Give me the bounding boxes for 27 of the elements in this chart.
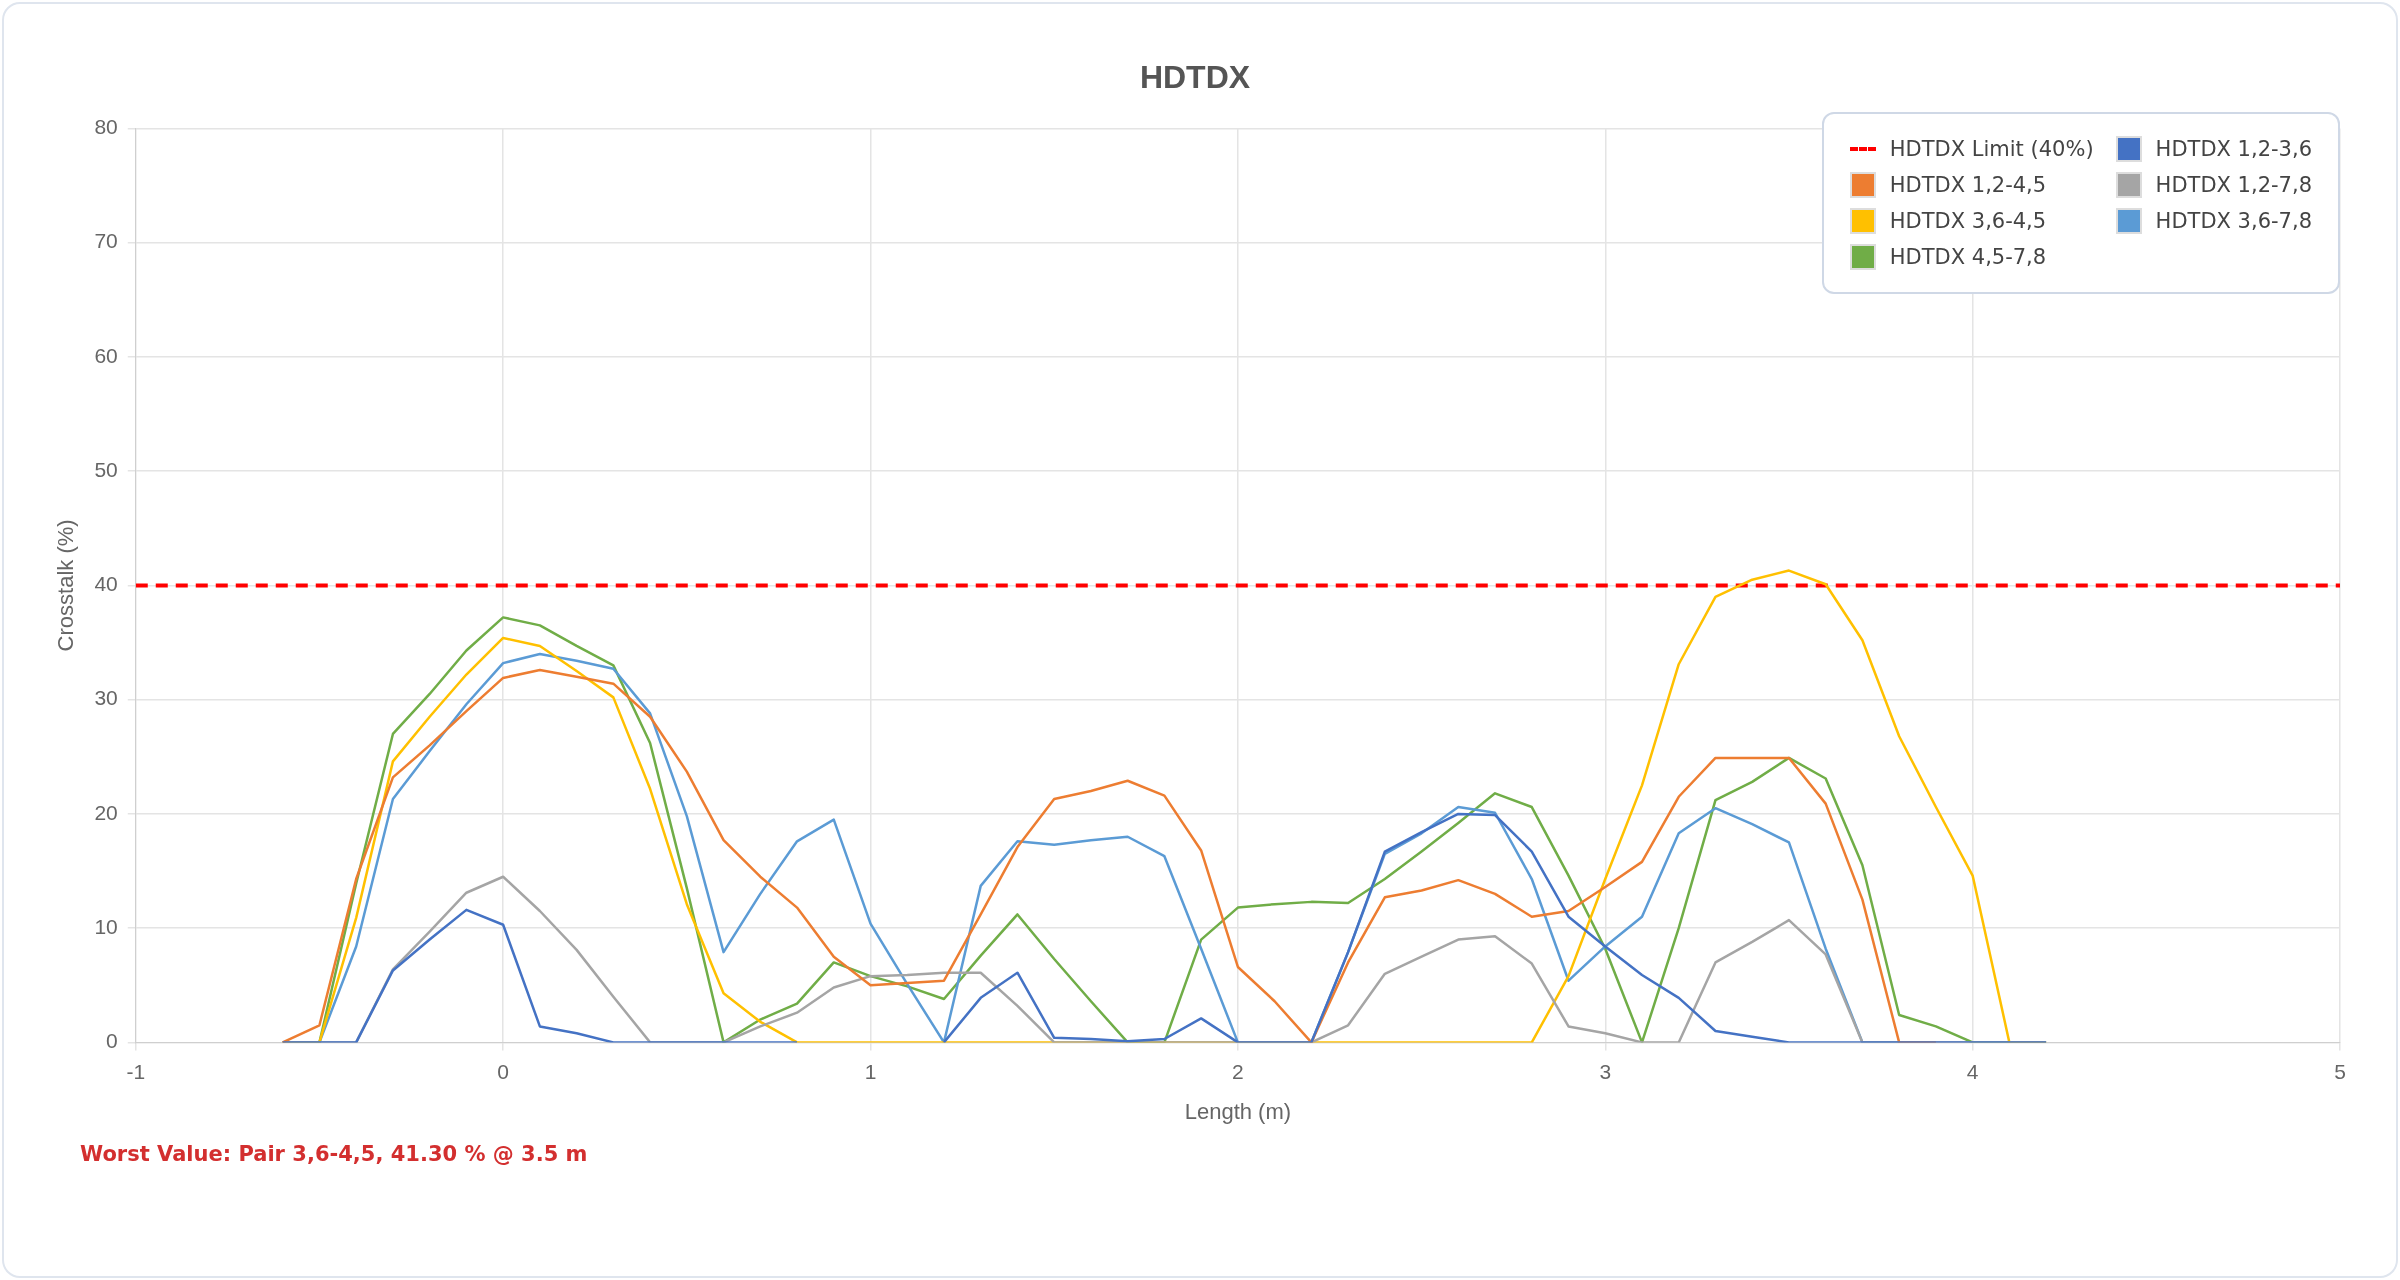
text: Worst Value: Pair 3,6-4,5, 41.30 % @ 3.5 m [80, 1142, 588, 1166]
y-tick-label: 40 [94, 572, 118, 596]
x-tick-label: 5 [2334, 1059, 2346, 1083]
y-tick-label: 0 [106, 1029, 118, 1053]
legend-label: HDTDX 4,5-7,8 [1889, 245, 2047, 269]
legend-label: HDTDX 1,2-4,5 [1889, 173, 2047, 197]
y-tick-label: 20 [94, 800, 118, 824]
y-tick-label: 70 [94, 229, 118, 253]
x-tick-label: -1 [126, 1059, 146, 1083]
y-tick-label: 60 [94, 343, 118, 367]
legend-label: HDTDX 1,2-7,8 [2155, 173, 2312, 197]
legend-label: HDTDX 1,2-3,6 [2155, 137, 2312, 161]
y-tick-label: 80 [94, 115, 118, 139]
x-tick-label: 3 [1599, 1059, 1612, 1083]
y-tick-label: 10 [94, 914, 118, 938]
y-axis-title: Crosstalk (%) [53, 519, 79, 652]
x-tick-label: 2 [1232, 1059, 1244, 1083]
x-axis-title: Length (m) [1184, 1098, 1292, 1124]
y-tick-label: 50 [94, 457, 118, 481]
chart-title: HDTDX [1139, 59, 1251, 96]
y-tick-label: 30 [94, 686, 118, 710]
x-tick-label: 4 [1966, 1059, 1979, 1083]
x-tick-label: 0 [497, 1059, 509, 1083]
legend-label: HDTDX 3,6-4,5 [1889, 209, 2047, 233]
x-tick-label: 1 [864, 1059, 877, 1083]
legend-label: HDTDX 3,6-7,8 [2155, 209, 2312, 233]
legend-label: HDTDX Limit (40%) [1889, 137, 2094, 161]
